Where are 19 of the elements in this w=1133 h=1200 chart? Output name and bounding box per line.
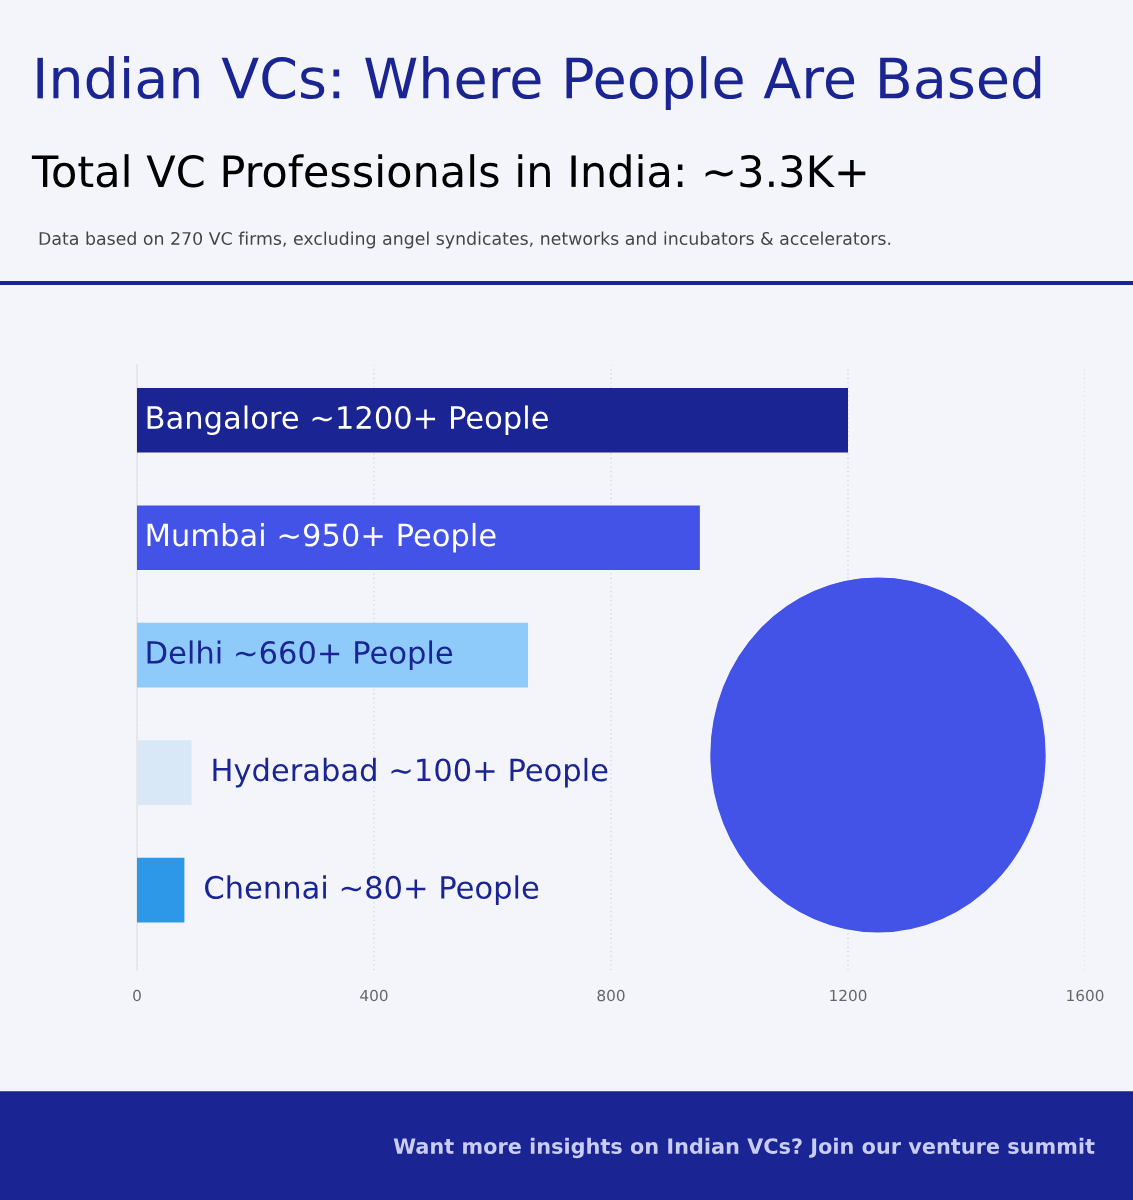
chart-subtitle: Total VC Professionals in India: ~3.3K+: [31, 154, 866, 188]
bar: [137, 505, 700, 570]
y-tick-label: Bangalore ~1200+ People: [147, 405, 548, 435]
y-tick-label: Mumbai ~950+ People: [147, 522, 496, 553]
bar: [137, 857, 185, 923]
y-tick-label: Delhi ~660+ People: [147, 640, 453, 670]
text: Data based on 270 VC firms, excluding angel syndicates, networks and incubators & accelerators.: [39, 231, 891, 249]
x-tick-label: 800: [597, 989, 625, 1002]
y-tick-label: Chennai ~80+ People: [205, 875, 539, 905]
x-tick-label: 400: [360, 989, 388, 1002]
x-tick-label: 1600: [1067, 989, 1104, 1002]
bar: [137, 622, 529, 688]
bar: [137, 740, 192, 805]
text: Want more insights on Indian VCs? Join our venture summit: [393, 1137, 1095, 1159]
x-tick-label: 1200: [830, 989, 867, 1002]
bar: [137, 387, 848, 453]
x-tick-label: 0: [133, 989, 141, 1002]
chart-title: Indian VCs: Where People Are Based: [37, 56, 1041, 110]
y-tick-label: Hyderabad ~100+ People: [213, 757, 608, 788]
